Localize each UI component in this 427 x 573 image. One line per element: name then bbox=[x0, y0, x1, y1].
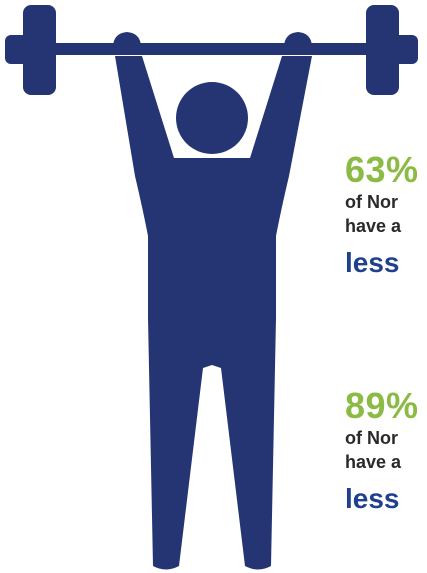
stat-description-line-2: have a bbox=[345, 452, 402, 472]
hand-left bbox=[113, 32, 141, 46]
stat-percent: 89% bbox=[345, 385, 419, 426]
barbell-plate-right-inner bbox=[366, 5, 399, 95]
hand-right bbox=[284, 32, 312, 46]
stat-description-line-1: of Nor bbox=[345, 428, 398, 448]
stat-description-line-2: have a bbox=[345, 216, 402, 236]
head bbox=[176, 82, 248, 154]
stat-highlight: less bbox=[345, 247, 400, 278]
body bbox=[115, 56, 312, 570]
barbell-bar bbox=[48, 43, 376, 55]
stat-highlight: less bbox=[345, 483, 400, 514]
stat-description-line-1: of Nor bbox=[345, 192, 398, 212]
stat-block-2: 89% of Nor have a less bbox=[345, 388, 419, 514]
barbell-plate-right-outer bbox=[392, 35, 418, 64]
stat-percent: 63% bbox=[345, 149, 419, 190]
barbell-plate-left-inner bbox=[23, 5, 56, 95]
stat-block-1: 63% of Nor have a less bbox=[345, 152, 419, 278]
